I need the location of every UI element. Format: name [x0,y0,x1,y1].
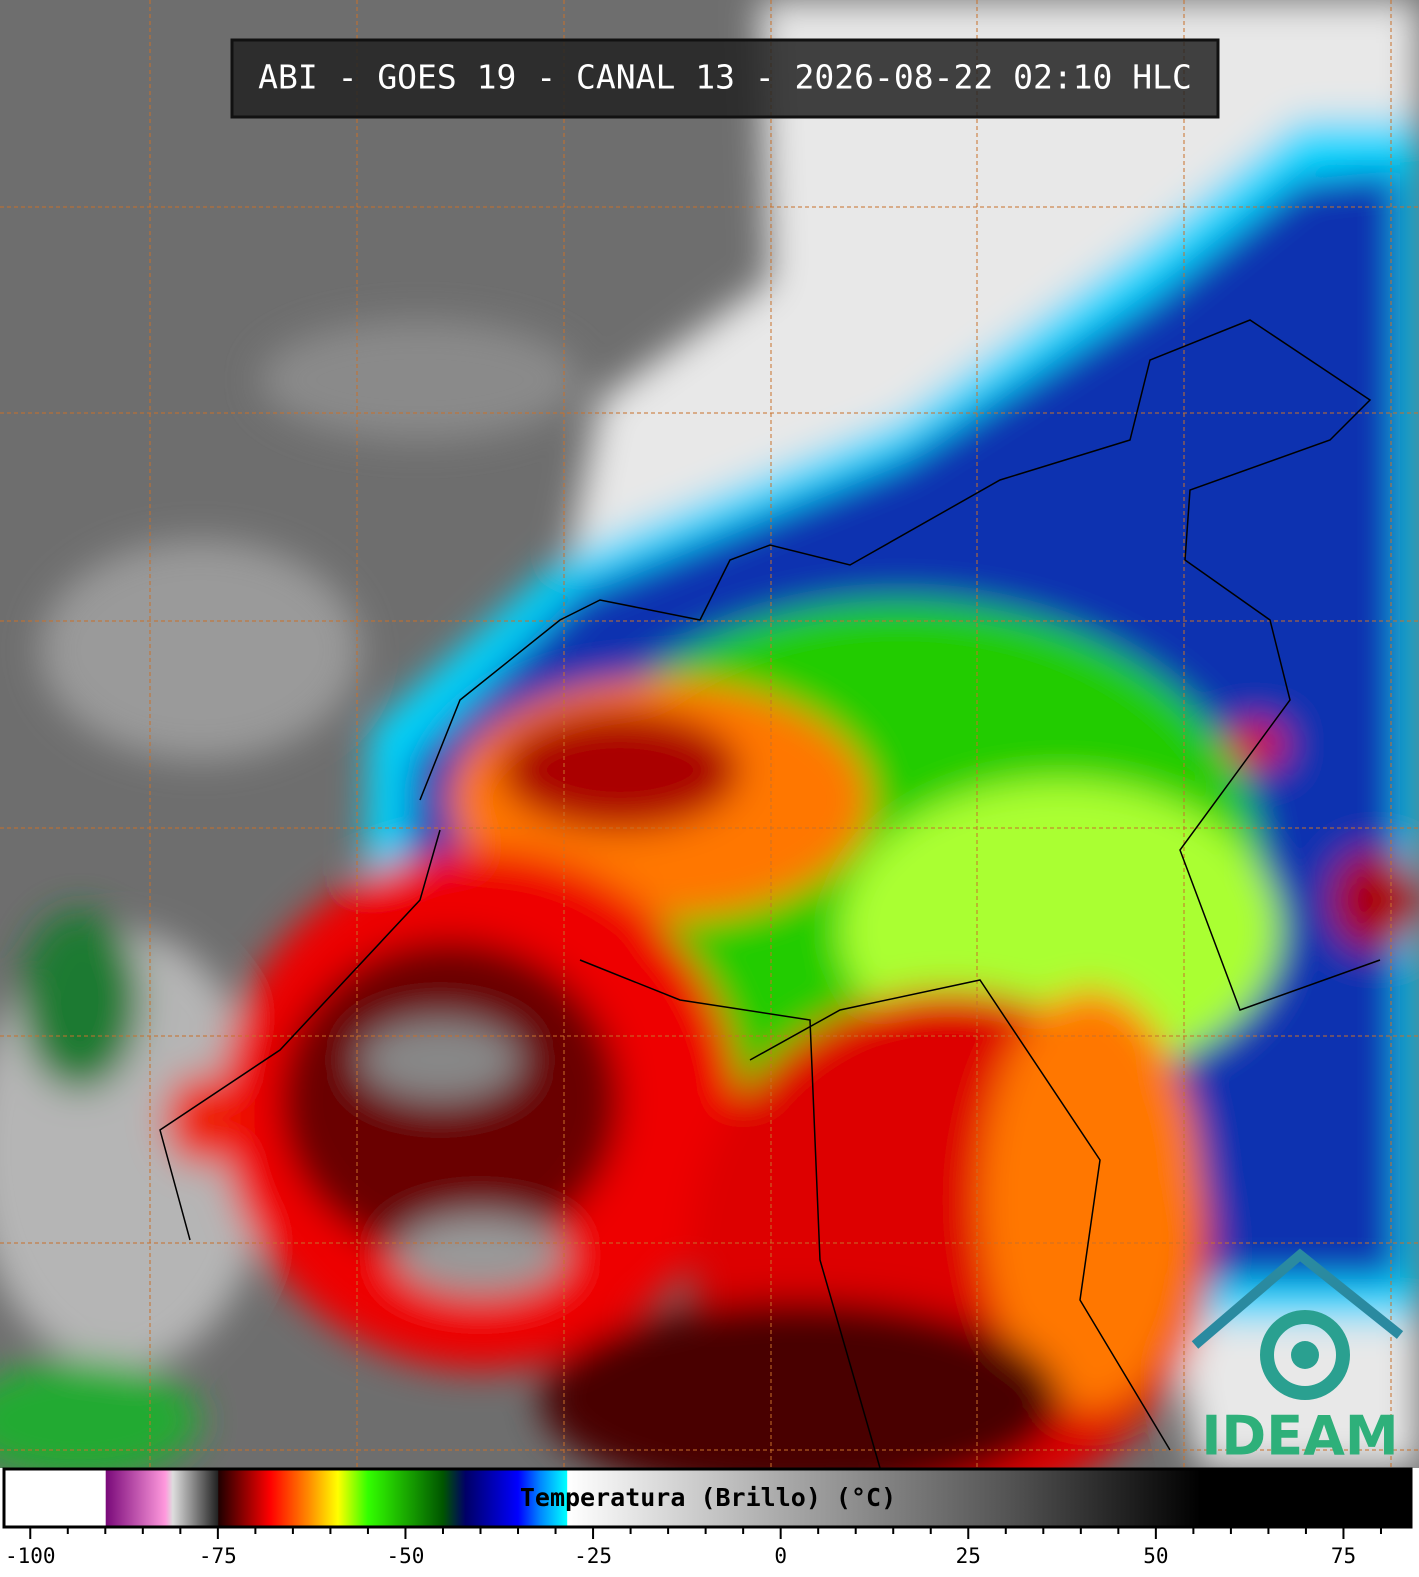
colorbar-tick-label: -25 [574,1544,612,1568]
colorbar-tick-label: -50 [386,1544,424,1568]
colorbar-tick-label: 75 [1331,1544,1356,1568]
colorbar-label: Temperatura (Brillo) (°C) [520,1483,896,1512]
title: ABI - GOES 19 - CANAL 13 - 2026-08-22 02… [258,58,1192,97]
colorbar-tick-label: -75 [199,1544,237,1568]
colorbar-tick-label: 25 [956,1544,981,1568]
colorbar-tick-label: 0 [774,1544,787,1568]
logo: IDEAM [1191,1248,1404,1468]
satellite-image [0,0,1419,1468]
colorbar-tick-label: 50 [1143,1544,1168,1568]
colorbar [2,1467,1413,1529]
title-box [230,38,1220,119]
colorbar-tick-label: -100 [5,1544,56,1568]
logo-text: IDEAM [1201,1405,1398,1468]
